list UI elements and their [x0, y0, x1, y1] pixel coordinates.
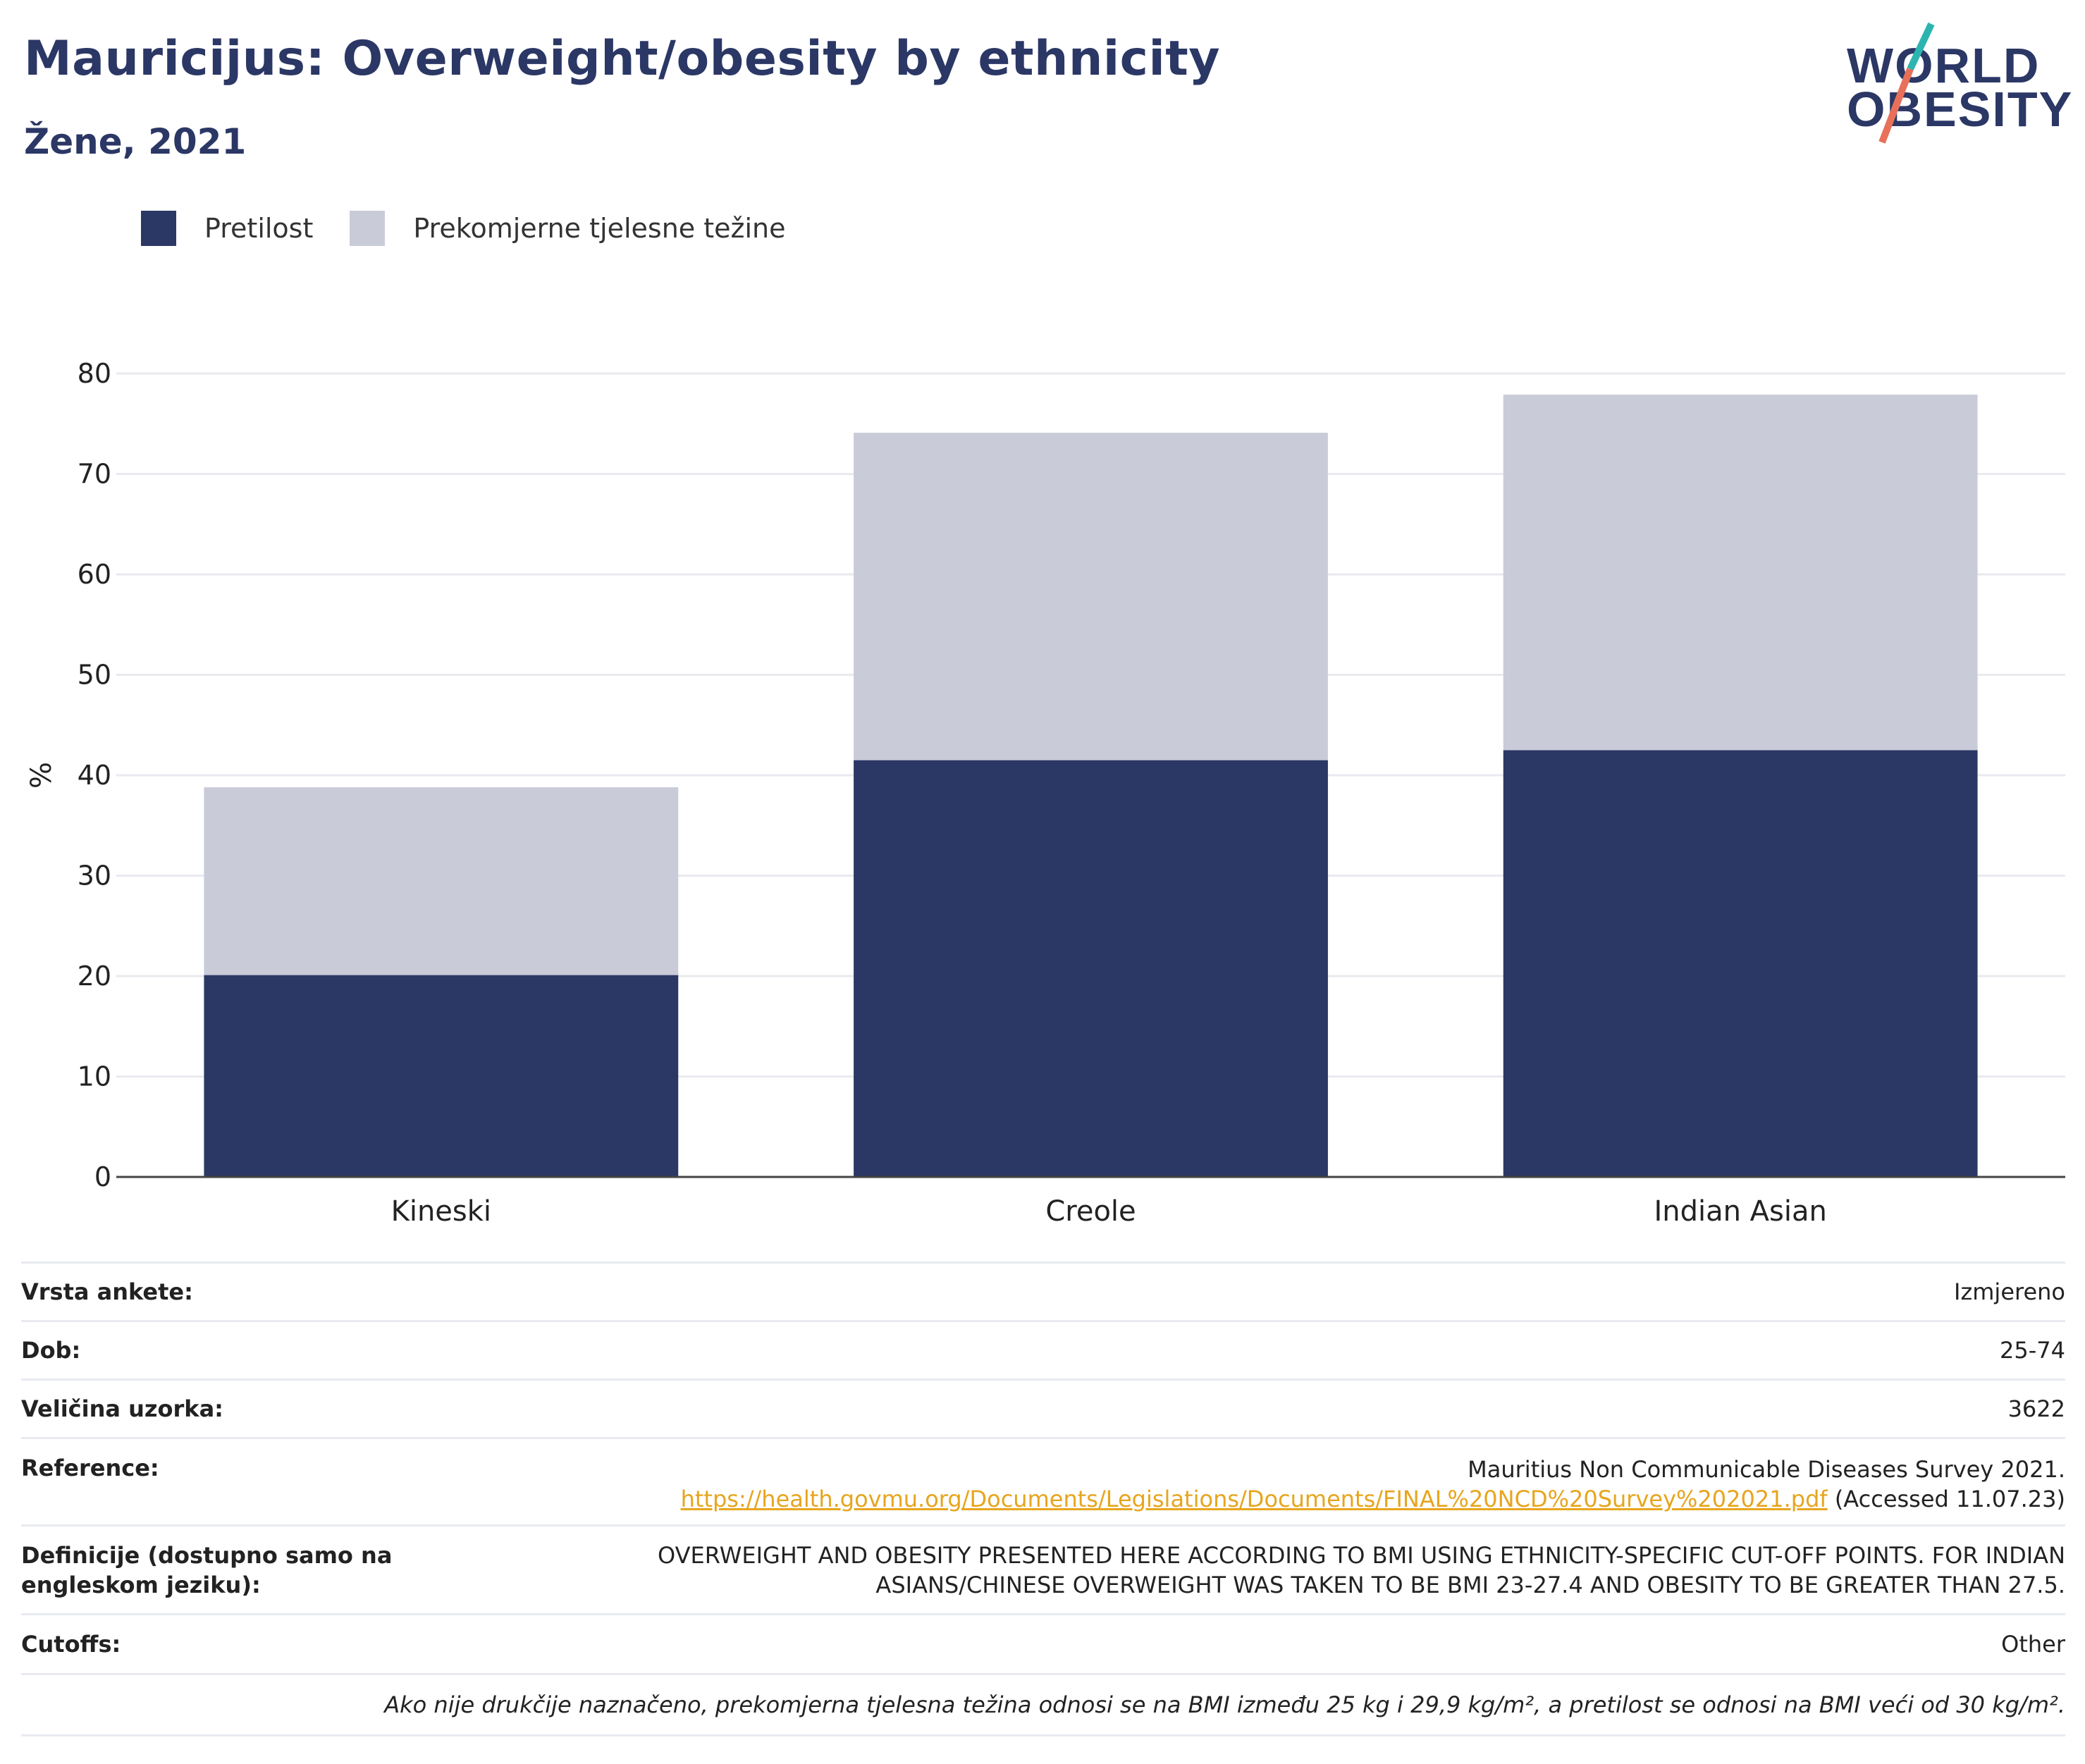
y-tick-label: 10 [78, 1061, 111, 1092]
y-tick-label: 70 [78, 459, 111, 490]
definitions-line2: ASIANS/CHINESE OVERWEIGHT WAS TAKEN TO B… [875, 1572, 2065, 1598]
definitions-line1: OVERWEIGHT AND OBESITY PRESENTED HERE AC… [658, 1542, 2065, 1569]
info-row-survey-type: Vrsta ankete: Izmjereno [21, 1262, 2065, 1320]
bar-obesity [204, 975, 679, 1177]
chart-legend: Pretilost Prekomjerne tjelesne težine [141, 209, 823, 248]
y-tick-label: 40 [78, 760, 111, 791]
info-row-age: Dob: 25-74 [21, 1320, 2065, 1378]
y-tick-label: 30 [78, 861, 111, 892]
sample-label: Veličina uzorka: [21, 1395, 223, 1422]
bar-overweight [854, 433, 1328, 760]
age-value: 25-74 [2000, 1337, 2065, 1364]
page-title: Mauricijus: Overweight/obesity by ethnic… [24, 31, 1221, 87]
legend-item-overweight[interactable]: Prekomjerne tjelesne težine [350, 211, 786, 246]
reference-label: Reference: [21, 1455, 159, 1481]
legend-item-obesity[interactable]: Pretilost [141, 211, 313, 246]
reference-accessed: (Accessed 11.07.23) [1834, 1486, 2065, 1512]
bar-overweight [204, 787, 679, 975]
footnote: Ako nije drukčije naznačeno, prekomjerna… [21, 1673, 2065, 1737]
age-label: Dob: [21, 1337, 81, 1364]
x-tick-label: Creole [1045, 1195, 1136, 1228]
bar-obesity [1503, 750, 1978, 1177]
y-tick-label: 0 [94, 1161, 111, 1192]
logo-slash-icon [1878, 22, 1935, 144]
info-row-definitions: Definicije (dostupno samo na engleskom j… [21, 1524, 2065, 1613]
y-tick-label: 60 [78, 559, 111, 590]
definitions-value: OVERWEIGHT AND OBESITY PRESENTED HERE AC… [658, 1541, 2065, 1613]
x-tick-label: Indian Asian [1654, 1195, 1826, 1228]
logo-line2: OBESITY [1847, 82, 2074, 137]
info-row-reference: Reference: Mauritius Non Communicable Di… [21, 1437, 2065, 1524]
survey-type-value: Izmjereno [1954, 1278, 2065, 1305]
reference-source: Mauritius Non Communicable Diseases Surv… [1468, 1456, 2065, 1483]
info-row-sample: Veličina uzorka: 3622 [21, 1378, 2065, 1437]
world-obesity-logo: WORLD OBESITY [1833, 20, 2072, 154]
legend-swatch-overweight [350, 211, 386, 246]
definitions-label: Definicije (dostupno samo na engleskom j… [21, 1542, 393, 1598]
y-tick-label: 80 [78, 358, 111, 389]
info-table: Vrsta ankete: Izmjereno Dob: 25-74 Velič… [21, 1262, 2065, 1737]
x-tick-label: Kineski [391, 1195, 491, 1228]
cutoffs-value: Other [2001, 1631, 2065, 1658]
legend-swatch-obesity [141, 211, 176, 246]
info-row-cutoffs: Cutoffs: Other [21, 1613, 2065, 1673]
page-subtitle: Žene, 2021 [24, 121, 247, 162]
reference-value: Mauritius Non Communicable Diseases Surv… [681, 1455, 2065, 1524]
survey-type-label: Vrsta ankete: [21, 1278, 193, 1305]
y-axis-label: % [25, 762, 58, 789]
stacked-bar-chart: 0 10 20 30 40 50 60 70 80% Kineski Creole Indian As… [25, 358, 2065, 1228]
sample-value: 3622 [2007, 1395, 2065, 1422]
logo-line1: WORLD [1847, 38, 2041, 93]
legend-label-overweight: Prekomjerne tjelesne težine [413, 213, 786, 244]
bar-obesity [854, 760, 1328, 1177]
reference-link[interactable]: https://health.govmu.org/Documents/Legis… [680, 1486, 1828, 1512]
y-tick-label: 50 [78, 660, 111, 691]
bar-overweight [1503, 394, 1978, 751]
y-tick-label: 20 [78, 961, 111, 992]
cutoffs-label: Cutoffs: [21, 1631, 121, 1658]
legend-label-obesity: Pretilost [204, 213, 314, 244]
